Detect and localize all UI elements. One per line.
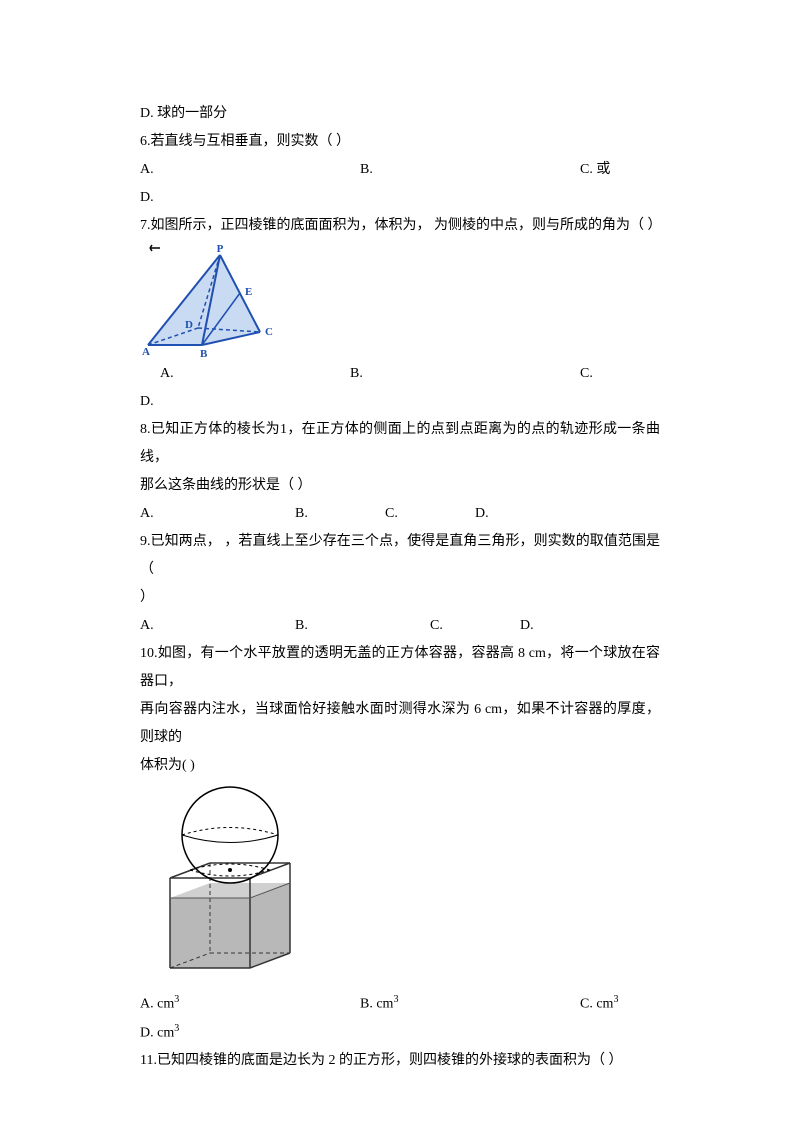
q5-option-d: D. 球的一部分 [140,100,660,128]
q10-line1: 10.如图，有一个水平放置的透明无盖的正方体容器，容器高 8 cm，将一个球放在… [140,640,660,696]
q7-opt-b: B. [350,360,580,388]
q7-options-row1: A. B. C. [140,360,660,388]
q10-figure [140,780,310,990]
q8-options: A. B. C. D. [140,500,660,528]
q8-line2: 那么这条曲线的形状是（ ） [140,472,660,500]
q8-opt-c: C. [385,500,475,528]
q9-options: A. B. C. D. [140,612,660,640]
svg-text:D: D [185,319,193,331]
q6-opt-c: C. 或 [580,156,660,184]
q10-line3: 体积为( ) [140,752,660,780]
q6-options-row1: A. B. C. 或 [140,156,660,184]
svg-text:E: E [245,286,252,298]
q7-opt-a: A. [140,360,350,388]
q6-opt-b: B. [360,156,580,184]
q6-opt-a: A. [140,156,360,184]
q10-opt-a: A. cm3 [140,990,360,1019]
q7-text: 7.如图所示，正四棱锥的底面面积为，体积为， 为侧棱的中点，则与所成的角为（ ） [140,212,660,240]
q9-opt-d: D. [520,612,534,640]
svg-text:A: A [142,346,150,358]
q7-opt-c: C. [580,360,660,388]
q6-text: 6.若直线与互相垂直，则实数（ ） [140,128,660,156]
q9-opt-b: B. [295,612,430,640]
svg-text:C: C [265,326,273,338]
q8-opt-a: A. [140,500,295,528]
q8-opt-d: D. [475,500,489,528]
q9-opt-c: C. [430,612,520,640]
svg-text:B: B [200,348,208,360]
q7-opt-d: D. [140,388,660,416]
q8-line1: 8.已知正方体的棱长为1，在正方体的侧面上的点到点距离为的点的轨迹形成一条曲线， [140,416,660,472]
q10-opt-b: B. cm3 [360,990,580,1019]
q9-line2: ） [140,584,660,612]
q7-figure: P A B C D E [130,240,310,360]
q9-opt-a: A. [140,612,295,640]
q10-opt-d: D. cm3 [140,1019,660,1048]
q10-options-row1: A. cm3 B. cm3 C. cm3 [140,990,660,1019]
q10-opt-c: C. cm3 [580,990,660,1019]
q6-opt-d: D. [140,184,660,212]
q9-line1: 9.已知两点， ，若直线上至少存在三个点，使得是直角三角形，则实数的取值范围是（ [140,528,660,584]
svg-text:P: P [217,243,224,255]
q8-opt-b: B. [295,500,385,528]
q10-line2: 再向容器内注水，当球面恰好接触水面时测得水深为 6 cm，如果不计容器的厚度，则… [140,696,660,752]
q11-text: 11.已知四棱锥的底面是边长为 2 的正方形，则四棱锥的外接球的表面积为（ ） [140,1047,660,1075]
